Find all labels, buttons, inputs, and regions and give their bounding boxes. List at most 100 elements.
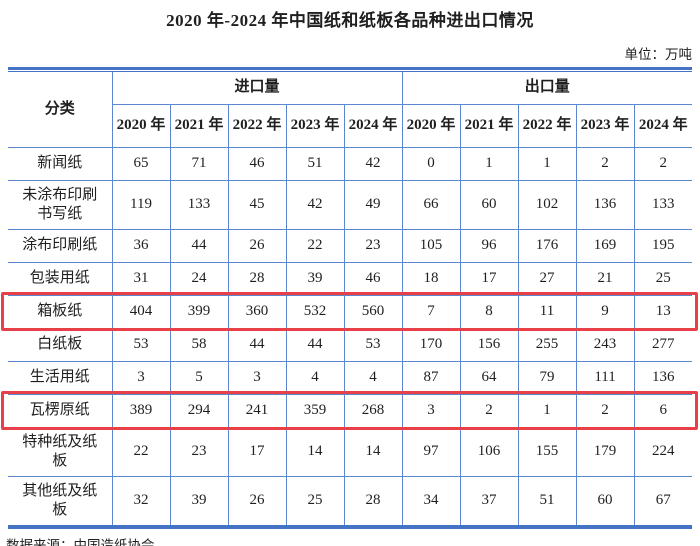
column-header-year: 2021 年 <box>459 103 519 148</box>
table-cell: 46 <box>227 146 287 181</box>
table-cell: 179 <box>575 426 635 477</box>
row-category: 其他纸及纸板 <box>8 475 113 525</box>
row-category: 包装用纸 <box>8 261 113 296</box>
table-cell: 195 <box>633 228 693 263</box>
table-cell: 71 <box>169 146 229 181</box>
table-cell: 111 <box>575 360 635 395</box>
table-cell: 255 <box>517 327 577 362</box>
table-row: 白纸板 53 58 44 44 53 170 156 255 243 277 <box>8 327 693 362</box>
column-header-category: 分类 <box>8 72 113 148</box>
table-cell: 58 <box>169 327 229 362</box>
table-cell: 21 <box>575 261 635 296</box>
table-cell: 67 <box>633 475 693 525</box>
table-cell: 44 <box>169 228 229 263</box>
table-cell: 14 <box>285 426 345 477</box>
table-cell: 106 <box>459 426 519 477</box>
column-header-year: 2022 年 <box>227 103 287 148</box>
table-cell: 44 <box>285 327 345 362</box>
table-cell: 97 <box>401 426 461 477</box>
table-cell: 11 <box>517 294 577 329</box>
table-cell: 241 <box>227 393 287 428</box>
table-cell: 79 <box>517 360 577 395</box>
row-category: 未涂布印刷书写纸 <box>8 179 113 230</box>
import-export-table: 分类 进口量 出口量 2020 年 2021 年 2022 年 2023 年 2… <box>8 72 693 525</box>
table-cell: 360 <box>227 294 287 329</box>
table-cell: 17 <box>459 261 519 296</box>
table-cell: 14 <box>343 426 403 477</box>
table-cell: 170 <box>401 327 461 362</box>
group-header-export: 出口量 <box>401 72 693 105</box>
table-cell: 277 <box>633 327 693 362</box>
row-category: 特种纸及纸板 <box>8 426 113 477</box>
table-cell: 37 <box>459 475 519 525</box>
table-cell: 155 <box>517 426 577 477</box>
table-row: 未涂布印刷书写纸 119 133 45 42 49 66 60 102 136 … <box>8 179 693 230</box>
table-cell: 1 <box>517 146 577 181</box>
table-cell: 176 <box>517 228 577 263</box>
table-cell: 17 <box>227 426 287 477</box>
table-cell: 66 <box>401 179 461 230</box>
table-cell: 36 <box>111 228 171 263</box>
table-row: 生活用纸 3 5 3 4 4 87 64 79 111 136 <box>8 360 693 395</box>
table-cell: 23 <box>169 426 229 477</box>
row-category: 瓦楞原纸 <box>8 393 113 428</box>
table-cell: 399 <box>169 294 229 329</box>
table-cell: 532 <box>285 294 345 329</box>
table-cell: 136 <box>575 179 635 230</box>
table-cell: 96 <box>459 228 519 263</box>
column-header-year: 2024 年 <box>343 103 403 148</box>
table-cell: 13 <box>633 294 693 329</box>
table-cell: 102 <box>517 179 577 230</box>
table-cell: 53 <box>111 327 171 362</box>
table-cell: 23 <box>343 228 403 263</box>
table-cell: 3 <box>227 360 287 395</box>
table-cell: 22 <box>111 426 171 477</box>
table-cell: 53 <box>343 327 403 362</box>
table-cell: 2 <box>575 146 635 181</box>
table-cell: 1 <box>517 393 577 428</box>
table-cell: 51 <box>517 475 577 525</box>
header-row-groups: 分类 进口量 出口量 <box>8 72 693 148</box>
table-cell: 3 <box>401 393 461 428</box>
table-row: 涂布印刷纸 36 44 26 22 23 105 96 176 169 195 <box>8 228 693 263</box>
column-header-year: 2020 年 <box>112 103 171 148</box>
table-cell: 26 <box>227 475 287 525</box>
table-cell: 119 <box>111 179 171 230</box>
table-cell: 28 <box>343 475 403 525</box>
column-header-year: 2024 年 <box>633 103 693 148</box>
table-cell: 8 <box>459 294 519 329</box>
table-cell: 136 <box>633 360 693 395</box>
table-cell: 243 <box>575 327 635 362</box>
table-cell: 224 <box>633 426 693 477</box>
column-header-year: 2020 年 <box>401 103 461 148</box>
row-category: 涂布印刷纸 <box>8 228 113 263</box>
table-cell: 60 <box>459 179 519 230</box>
table-row: 包装用纸 31 24 28 39 46 18 17 27 21 25 <box>8 261 693 296</box>
table-cell: 5 <box>169 360 229 395</box>
column-header-year: 2023 年 <box>575 103 635 148</box>
table-row-highlighted: 箱板纸 404 399 360 532 560 7 8 11 9 13 <box>8 294 693 329</box>
table-cell: 7 <box>401 294 461 329</box>
row-category: 白纸板 <box>8 327 113 362</box>
table-cell: 4 <box>343 360 403 395</box>
table-cell: 51 <box>285 146 345 181</box>
table-cell: 560 <box>343 294 403 329</box>
unit-label: 单位：万吨 <box>624 47 693 62</box>
table-cell: 133 <box>633 179 693 230</box>
table-cell: 9 <box>575 294 635 329</box>
table-cell: 24 <box>169 261 229 296</box>
table-cell: 404 <box>111 294 171 329</box>
table-cell: 22 <box>285 228 345 263</box>
table-cell: 0 <box>401 146 461 181</box>
header-row-years: 2020 年 2021 年 2022 年 2023 年 2024 年 2020 … <box>8 103 693 148</box>
table-cell: 3 <box>111 360 171 395</box>
table-cell: 294 <box>169 393 229 428</box>
table-cell: 2 <box>633 146 693 181</box>
table-cell: 32 <box>111 475 171 525</box>
table-cell: 25 <box>285 475 345 525</box>
table-top-rule <box>8 67 692 72</box>
table-cell: 42 <box>343 146 403 181</box>
table-row: 其他纸及纸板 32 39 26 25 28 34 37 51 60 67 <box>8 475 693 525</box>
table-cell: 49 <box>343 179 403 230</box>
table-cell: 105 <box>401 228 461 263</box>
